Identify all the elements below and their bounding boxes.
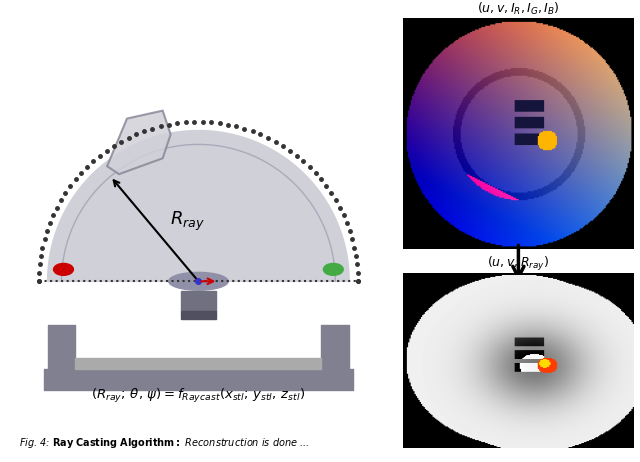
- Polygon shape: [107, 111, 171, 174]
- Text: $(R_{ray};\, \theta,\, \psi) = f_{Raycast}(x_{stl};\, y_{stl},\, z_{stl})$: $(R_{ray};\, \theta,\, \psi) = f_{Raycas…: [92, 387, 305, 405]
- Text: $R_{ray}$: $R_{ray}$: [170, 210, 205, 233]
- Ellipse shape: [169, 273, 228, 290]
- Title: $(u, v, R_{ray})$: $(u, v, R_{ray})$: [488, 255, 549, 273]
- Bar: [180, 291, 216, 311]
- Title: $(u, v, I_R, I_G, I_B)$: $(u, v, I_R, I_G, I_B)$: [477, 1, 560, 17]
- Ellipse shape: [54, 263, 74, 275]
- Bar: [180, 311, 216, 319]
- Polygon shape: [47, 130, 349, 281]
- Ellipse shape: [323, 263, 343, 275]
- Text: Fig. 4: $\mathbf{Ray\;Casting\;Algorithm:}$ Reconstruction is done ...: Fig. 4: $\mathbf{Ray\;Casting\;Algorithm…: [19, 437, 310, 450]
